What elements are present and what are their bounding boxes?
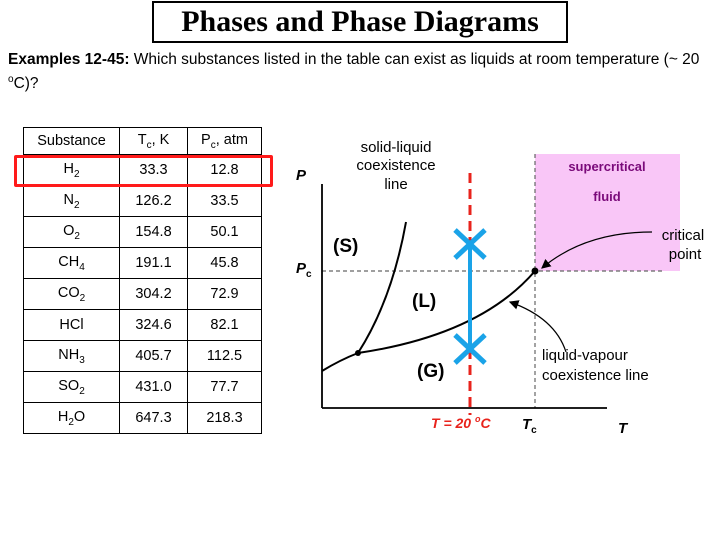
- critical-label-1: critical: [662, 227, 705, 244]
- axis-p-label: P: [296, 167, 307, 184]
- degree-sup: o: [8, 74, 14, 85]
- axis-t-label: T: [618, 420, 629, 437]
- lower-x-mark: [453, 333, 487, 365]
- pc-cell: 218.3: [187, 402, 262, 434]
- critical-point: [531, 267, 539, 275]
- supercritical-region: [535, 154, 680, 271]
- tc-cell: 191.1: [119, 247, 188, 279]
- table-row: O2 154.8 50.1: [23, 216, 262, 248]
- pc-cell: 82.1: [187, 309, 262, 341]
- critical-constants-table: Substance Tc, K Pc, atm H2 33.3 12.8 N2 126.…: [23, 127, 262, 434]
- pc-cell: 45.8: [187, 247, 262, 279]
- pc-label: Pc: [296, 260, 312, 280]
- liquid-vapour-line: [357, 270, 536, 354]
- question-lead: Examples 12-45:: [8, 51, 130, 68]
- supercritical-label-2: fluid: [593, 189, 620, 204]
- tc-cell: 154.8: [119, 216, 188, 248]
- upper-x-mark: [453, 228, 487, 260]
- tc-cell: 647.3: [119, 402, 188, 434]
- liquid-vapour-label-2: coexistence line: [542, 367, 649, 384]
- page-title: Phases and Phase Diagrams: [181, 5, 539, 38]
- tc-label: Tc: [522, 416, 537, 436]
- triple-point: [355, 350, 361, 356]
- critical-point-arrow: [541, 231, 653, 269]
- supercritical-label-1: supercritical: [568, 159, 645, 174]
- table-row: CO2 304.2 72.9: [23, 278, 262, 310]
- pc-cell: 33.5: [187, 185, 262, 217]
- pc-cell: 50.1: [187, 216, 262, 248]
- pc-cell: 77.7: [187, 371, 262, 403]
- solid-liquid-label-1: solid-liquid: [361, 139, 432, 156]
- table-row: SO2 431.0 77.7: [23, 371, 262, 403]
- tc-cell: 431.0: [119, 371, 188, 403]
- phase-solid-label: (S): [333, 236, 358, 257]
- solid-liquid-label-2: coexistence: [356, 157, 435, 174]
- critical-label-2: point: [669, 246, 702, 263]
- title-box: Phases and Phase Diagrams: [152, 1, 568, 43]
- tc-cell: 304.2: [119, 278, 188, 310]
- question-text: Examples 12-45: Which substances listed …: [8, 50, 708, 94]
- substance-cell: H2: [23, 154, 120, 186]
- table-row: CH4 191.1 45.8: [23, 247, 262, 279]
- tc-cell: 33.3: [119, 154, 188, 186]
- phase-liquid-label: (L): [412, 291, 436, 312]
- h2-highlight: [14, 155, 273, 187]
- substance-cell: HCl: [23, 309, 120, 341]
- solid-liquid-label-3: line: [384, 176, 407, 193]
- question-end: C)?: [13, 75, 39, 93]
- table-row: H2O 647.3 218.3: [23, 402, 262, 434]
- substance-cell: H2O: [23, 402, 120, 434]
- phase-gas-label: (G): [417, 361, 444, 382]
- pc-cell: 72.9: [187, 278, 262, 310]
- liquid-vapour-arrow: [508, 300, 567, 353]
- header-substance: Substance: [23, 127, 120, 155]
- substance-cell: CH4: [23, 247, 120, 279]
- tc-cell: 126.2: [119, 185, 188, 217]
- substance-cell: NH3: [23, 340, 120, 372]
- solid-vapour-line: [321, 352, 359, 372]
- table-header-row: Substance Tc, K Pc, atm: [23, 127, 262, 155]
- room-temp-label: T = 20 oC: [431, 414, 491, 431]
- solid-liquid-line: [357, 221, 407, 354]
- question-body: Which substances listed in the table can…: [129, 51, 700, 68]
- liquid-vapour-label-1: liquid-vapour: [542, 347, 628, 364]
